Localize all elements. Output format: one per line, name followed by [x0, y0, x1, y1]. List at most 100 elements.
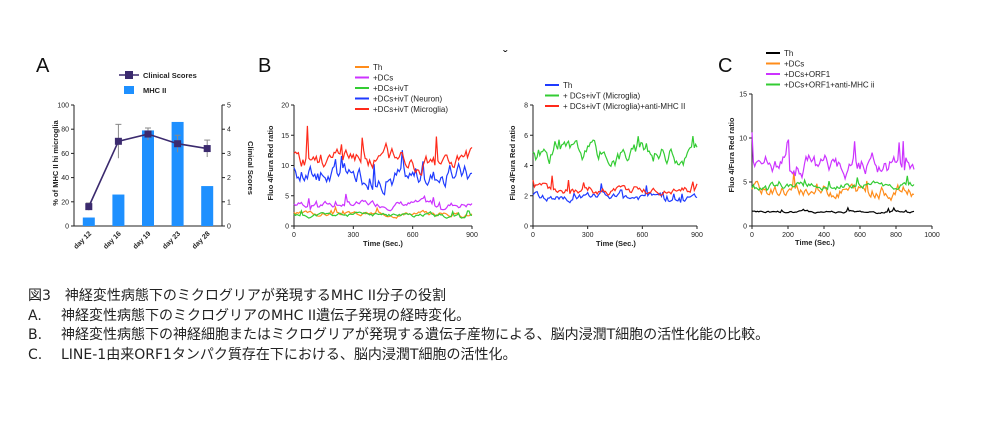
x-tick-label: 1000: [924, 232, 940, 239]
legend-label: +DCs+ivT (Microglia): [373, 105, 448, 114]
chart-c: Fluo 4/Fura Red ratio Time (Sec.) 0 5 10 15…: [727, 49, 940, 247]
x-tick-label: 600: [407, 232, 419, 239]
bar-mhc-ii: [112, 194, 125, 226]
x-tick-label: 800: [890, 232, 902, 239]
x-tick-label: 900: [691, 232, 703, 239]
y-tick-label: 2: [524, 193, 528, 200]
y-axis-label-a: % of MHC II hi microglia: [51, 119, 60, 205]
series-line: [532, 175, 698, 197]
caption-title: 図3 神経変性病態下のミクログリアが発現するMHC II分子の役割: [28, 288, 446, 304]
y2-tick-label-a: 4: [227, 127, 231, 134]
series-line: [532, 136, 698, 168]
point-clinical-score: [144, 130, 152, 138]
series-line: [532, 183, 698, 204]
x-tick-label-a: day 16: [102, 230, 122, 250]
panel-label-c: C: [718, 55, 732, 77]
legend-label: +DCs+ivT: [373, 84, 409, 93]
x-axis-label-b1: Time (Sec.): [363, 239, 403, 248]
x-tick-label: 300: [582, 232, 594, 239]
x-tick-label: 200: [782, 232, 794, 239]
chart-b1: Fluo 4/Fura Red ratio Time (Sec.) 0 5 10 15…: [266, 63, 478, 248]
y2-axis-label-a: Clinical Scores: [246, 141, 255, 195]
x-tick-label: 0: [531, 232, 535, 239]
y-tick-label-a: 60: [61, 151, 69, 158]
y-tick-label: 5: [285, 193, 289, 200]
legend-swatch-mhc: [124, 86, 134, 94]
x-tick-label: 0: [292, 232, 296, 239]
x-tick-label-a: day 28: [191, 230, 211, 250]
caption-item-c: C. LINE-1由来ORF1タンパク質存在下における、脳内浸潤T細胞の活性化。: [28, 346, 988, 366]
series-line: [751, 175, 915, 192]
legend-label: Th: [373, 63, 382, 72]
x-tick-label: 400: [818, 232, 830, 239]
caption-text: 神経変性病態下の神経細胞またはミクログリアが発現する遺伝子産物による、脳内浸潤T…: [61, 327, 770, 343]
y-tick-label: 0: [285, 224, 289, 231]
y-tick-label: 4: [524, 163, 528, 170]
series-line: [293, 193, 473, 212]
y2-tick-label-a: 5: [227, 103, 231, 110]
panel-label-b: B: [258, 55, 271, 77]
series-line: [293, 208, 473, 219]
panel-label-a: A: [36, 55, 50, 77]
figure-caption: 図3 神経変性病態下のミクログリアが発現するMHC II分子の役割 A. 神経変…: [28, 287, 988, 365]
legend-a: Clinical Scores MHC II: [119, 71, 197, 95]
x-tick-label: 900: [466, 232, 478, 239]
y-tick-label: 15: [739, 92, 747, 99]
caption-text: LINE-1由来ORF1タンパク質存在下における、脳内浸潤T細胞の活性化。: [61, 346, 517, 363]
y-axis-label-b2: Fluo 4/Fura Red ratio: [508, 125, 517, 200]
y2-tick-label-a: 3: [227, 151, 231, 158]
y-axis-label-b1: Fluo 4/Fura Red ratio: [266, 125, 275, 200]
y2-tick-label-a: 2: [227, 175, 231, 182]
legend-label: +DCs: [373, 74, 393, 83]
caption-letter: C.: [28, 346, 43, 363]
series-line: [751, 171, 915, 202]
x-axis-label-b2: Time (Sec.): [596, 239, 636, 248]
caption-letter: B.: [28, 327, 43, 343]
legend-label: +DCs+ivT (Neuron): [373, 95, 443, 104]
y-tick-label-a: 100: [57, 103, 69, 110]
legend-label: + DCs+ivT (Microglia)+anti-MHC II: [563, 102, 685, 111]
bar-mhc-ii: [82, 217, 95, 226]
x-tick-label-a: day 19: [132, 230, 152, 250]
bar-mhc-ii: [142, 130, 154, 226]
chart-a: Clinical Scores MHC II % of MHC II hi mi…: [51, 71, 255, 251]
x-tick-label: 600: [636, 232, 648, 239]
y-tick-label: 0: [743, 224, 747, 231]
series-line: [293, 205, 473, 219]
x-tick-label: 300: [347, 232, 359, 239]
legend-label: Th: [784, 49, 793, 58]
legend-label: +DCs+ORF1: [784, 70, 831, 79]
y-tick-label: 6: [524, 133, 528, 140]
y2-tick-label-a: 1: [227, 199, 231, 206]
figure: A B ˇ C Clinical Scores MHC II % of MHC …: [36, 47, 940, 251]
x-axis-label-c: Time (Sec.): [795, 238, 835, 247]
series-line: [751, 206, 915, 215]
legend-label-mhc: MHC II: [143, 86, 166, 95]
series-line: [293, 125, 473, 176]
y-axis-label-c: Fluo 4/Fura Red ratio: [727, 117, 736, 192]
caption-letter: A.: [28, 307, 42, 324]
y-tick-label: 15: [281, 133, 289, 140]
point-clinical-score: [174, 140, 182, 148]
y-tick-label: 10: [739, 136, 747, 143]
caption-item-b: B. 神経変性病態下の神経細胞またはミクログリアが発現する遺伝子産物による、脳内…: [28, 326, 988, 346]
legend-label: + DCs+ivT (Microglia): [563, 92, 641, 101]
point-clinical-score: [114, 137, 122, 145]
x-tick-label-a: day 12: [73, 230, 93, 250]
y-tick-label: 0: [524, 224, 528, 231]
bar-mhc-ii: [201, 186, 214, 226]
legend-label-clinical: Clinical Scores: [143, 71, 197, 80]
y-tick-label: 10: [281, 163, 289, 170]
point-clinical-score: [203, 145, 211, 153]
x-tick-label: 600: [854, 232, 866, 239]
x-tick-label-a: day 23: [162, 230, 182, 250]
legend-label: +DCs+ORF1+anti-MHC ii: [784, 81, 875, 90]
y-tick-label-a: 20: [61, 199, 69, 206]
legend-label: Th: [563, 81, 572, 90]
y-tick-label: 20: [281, 103, 289, 110]
chart-b2: Fluo 4/Fura Red ratio Time (Sec.) 0 2 4 6 8 0…: [508, 81, 703, 248]
caption-item-a: A. 神経変性病態下のミクログリアのMHC II遺伝子発現の経時変化。: [28, 307, 988, 327]
y2-tick-label-a: 0: [227, 224, 231, 231]
legend-marker-clinical: [125, 71, 133, 79]
caption-text: 神経変性病態下のミクログリアのMHC II遺伝子発現の経時変化。: [61, 307, 471, 324]
